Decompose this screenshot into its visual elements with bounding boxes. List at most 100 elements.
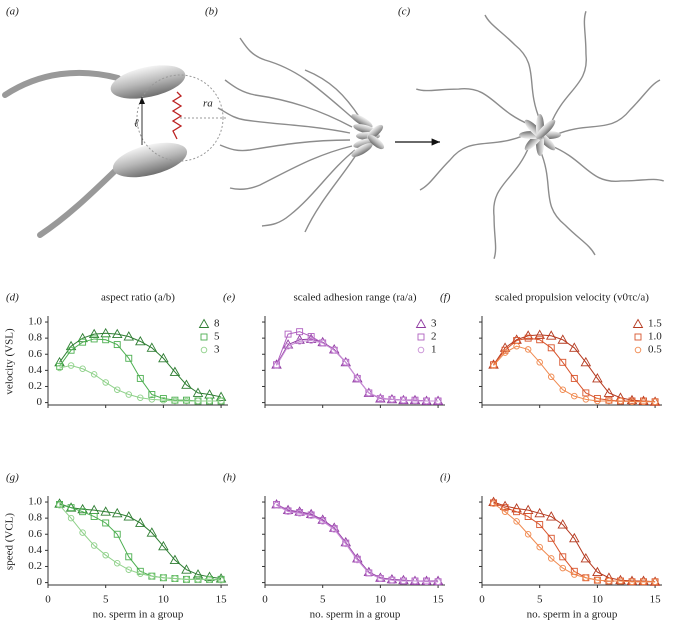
marker-circle: [206, 576, 213, 583]
panel-label: (d): [6, 292, 19, 304]
marker-circle: [183, 397, 190, 405]
marker-circle: [354, 375, 361, 382]
marker-circle: [605, 397, 613, 405]
marker-circle: [102, 379, 109, 386]
marker-square: [296, 328, 304, 336]
marker-circle: [148, 572, 156, 580]
marker-triangle: [146, 342, 158, 352]
illustration-b: [217, 37, 440, 233]
marker-circle: [200, 346, 208, 354]
y-axis-label: speed (VCL): [4, 513, 16, 570]
marker-square: [547, 534, 555, 542]
marker-square: [501, 504, 509, 512]
marker-circle: [296, 510, 303, 517]
marker-circle: [377, 575, 384, 582]
panel-label: (f): [440, 292, 451, 304]
marker-circle: [559, 564, 567, 572]
marker-circle: [125, 566, 133, 573]
x-tick-label: 5: [537, 594, 543, 606]
marker-circle: [490, 362, 497, 369]
panel-title: scaled propulsion velocity (v0τc/a): [495, 292, 649, 304]
legend-label: 0.5: [648, 344, 662, 356]
marker-triangle: [545, 330, 557, 340]
legend-label: 3: [431, 318, 437, 330]
marker-circle: [501, 349, 509, 356]
marker-triangle: [409, 575, 421, 585]
marker-circle: [628, 578, 636, 586]
panel-label: (a): [6, 6, 19, 18]
panel-label: (c): [398, 6, 411, 18]
marker-circle: [634, 346, 642, 354]
marker-triangle: [123, 331, 135, 341]
marker-circle: [411, 577, 419, 585]
panel-label: (e): [223, 292, 236, 304]
series-line: [276, 504, 439, 583]
marker-circle: [434, 397, 442, 405]
marker-circle: [547, 373, 555, 381]
marker-square: [570, 374, 578, 382]
marker-circle: [67, 362, 75, 369]
marker-square: [148, 391, 156, 398]
marker-square: [67, 346, 75, 354]
marker-circle: [400, 577, 407, 585]
y-tick-label: 1.0: [28, 496, 42, 508]
marker-circle: [342, 359, 350, 366]
y-tick-label: 0.8: [28, 332, 42, 344]
marker-circle: [501, 508, 509, 515]
series-line: [59, 503, 222, 580]
series-line: [493, 334, 656, 403]
x-tick-label: 5: [320, 594, 326, 606]
marker-square: [536, 521, 544, 529]
marker-circle: [67, 514, 75, 522]
y-tick-label: 0.8: [28, 512, 42, 524]
marker-circle: [307, 337, 315, 344]
marker-circle: [319, 518, 326, 525]
marker-square: [79, 508, 87, 516]
marker-square: [559, 553, 567, 561]
x-tick-label: 0: [262, 594, 268, 606]
marker-circle: [273, 362, 280, 369]
panel-label: (i): [440, 472, 451, 484]
marker-triangle: [545, 511, 557, 521]
marker-square: [102, 336, 110, 344]
marker-circle: [90, 371, 98, 378]
marker-triangle: [432, 395, 444, 405]
marker-circle: [330, 526, 338, 533]
marker-circle: [296, 338, 303, 345]
marker-circle: [113, 386, 121, 393]
x-tick-label: 10: [158, 594, 170, 606]
marker-circle: [171, 575, 179, 582]
marker-triangle: [415, 318, 427, 328]
marker-square: [513, 508, 521, 516]
marker-circle: [217, 397, 225, 405]
legend-label: 3: [214, 344, 220, 356]
series-line: [493, 337, 656, 403]
marker-circle: [571, 392, 578, 400]
marker-circle: [377, 394, 384, 402]
panel-label: (g): [6, 472, 19, 484]
legend-label: 1: [431, 344, 437, 356]
marker-square: [417, 333, 425, 341]
y-tick-label: 0.2: [28, 560, 42, 572]
marker-circle: [307, 512, 315, 519]
marker-circle: [160, 396, 167, 404]
marker-square: [159, 395, 167, 403]
x-tick-label: 5: [103, 594, 109, 606]
marker-circle: [56, 364, 63, 372]
legend-label: 2: [431, 331, 437, 343]
marker-circle: [137, 394, 144, 402]
marker-circle: [125, 391, 133, 398]
x-tick-label: 10: [592, 594, 604, 606]
marker-circle: [513, 342, 520, 350]
series-line: [59, 504, 222, 581]
marker-square: [634, 333, 642, 341]
marker-circle: [365, 569, 373, 577]
panel-title: scaled adhesion range (ra/a): [293, 292, 416, 304]
marker-square: [547, 344, 555, 352]
legend-label: 5: [214, 331, 220, 343]
marker-circle: [434, 578, 442, 586]
marker-circle: [365, 389, 373, 397]
marker-square: [559, 358, 567, 366]
marker-circle: [640, 398, 647, 406]
marker-square: [524, 334, 532, 342]
